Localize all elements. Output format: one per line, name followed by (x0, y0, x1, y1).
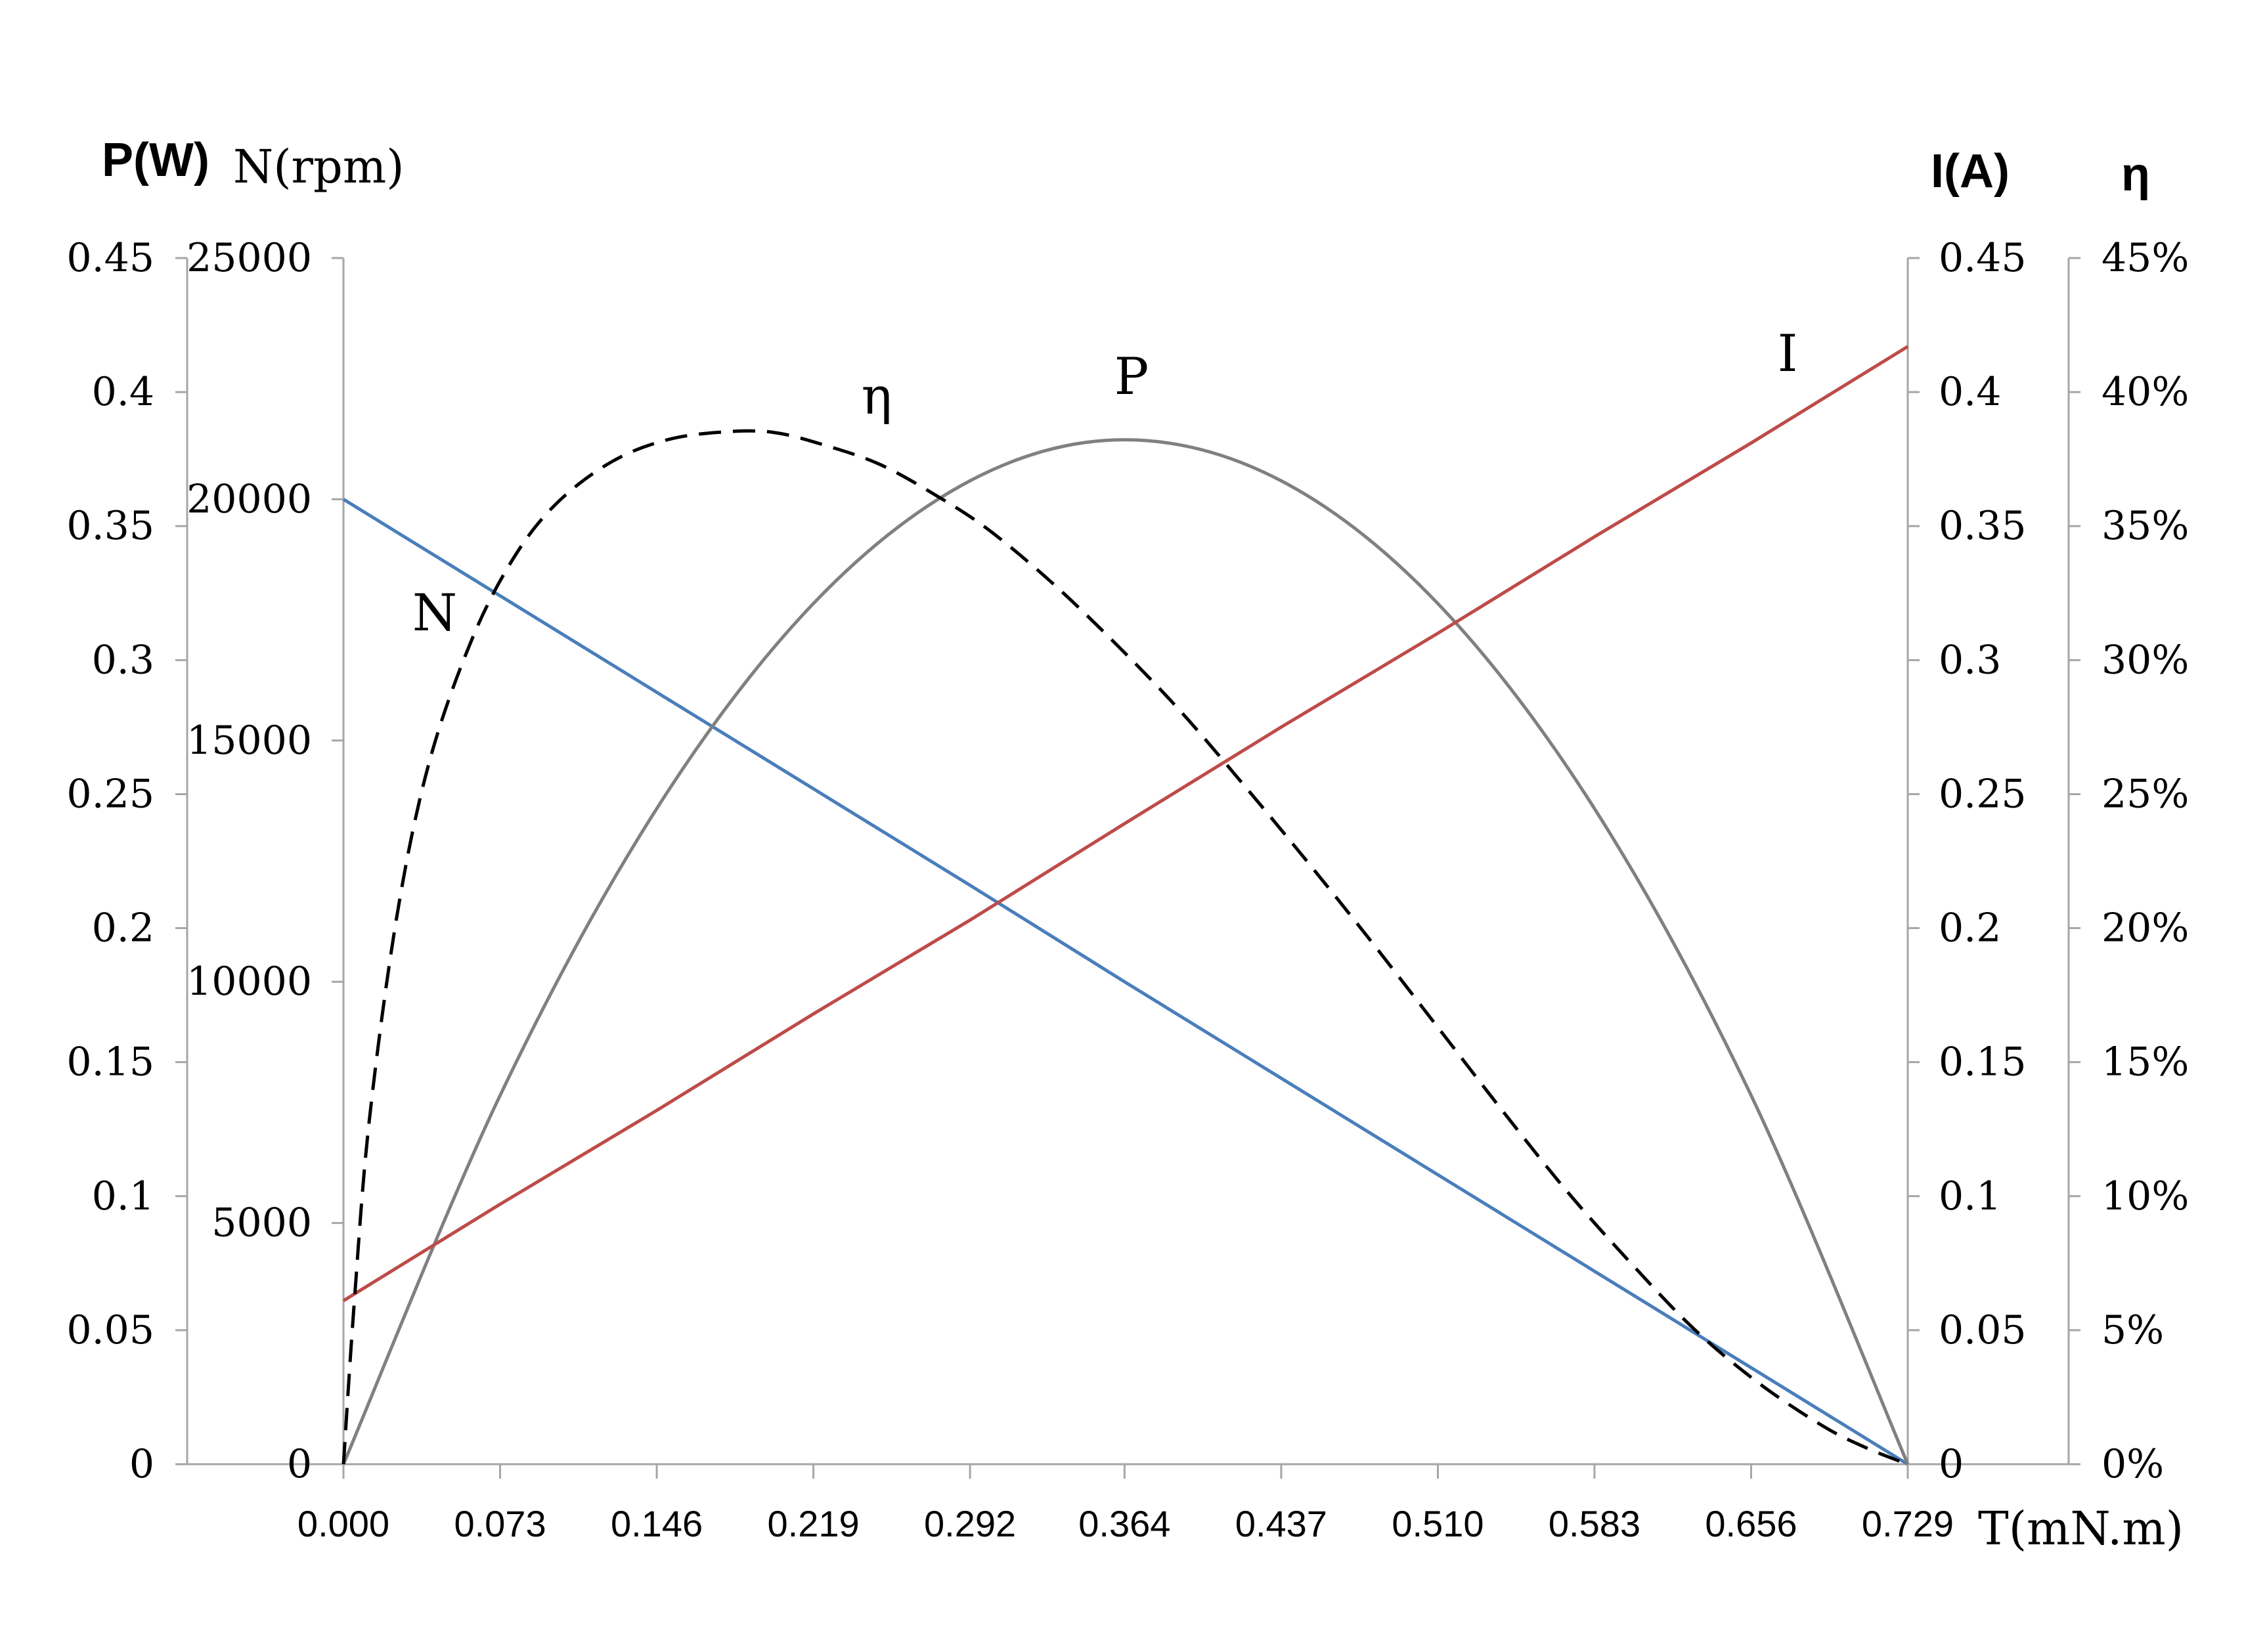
current-tick-label: 0.2 (1939, 905, 2001, 951)
x-tick-label: 0.656 (1705, 1503, 1797, 1544)
current-tick-label: 0.3 (1939, 637, 2001, 683)
curve-label-i: I (1778, 324, 1798, 383)
current-tick-label: 0.25 (1939, 771, 2027, 817)
x-tick-label: 0.510 (1392, 1503, 1484, 1544)
x-tick-label: 0.219 (768, 1503, 860, 1544)
power-tick-label: 0.05 (66, 1307, 154, 1353)
speed-tick-label: 20000 (187, 476, 312, 522)
current-tick-label: 0.4 (1939, 369, 2001, 415)
efficiency-tick-label: 30% (2101, 637, 2189, 683)
power-tick-label: 0 (129, 1441, 154, 1487)
x-tick-label: 0.364 (1078, 1503, 1170, 1544)
power-tick-label: 0.15 (66, 1039, 154, 1085)
curve-label-p: P (1114, 347, 1149, 406)
x-tick-label: 0.437 (1235, 1503, 1327, 1544)
power-tick-label: 0.1 (92, 1173, 154, 1219)
efficiency-tick-label: 45% (2101, 235, 2189, 281)
chart-labels: P(W) N(rpm) I(A) η T(mN.m) Nη P I (102, 134, 2184, 1555)
speed-axis-title: N(rpm) (233, 140, 405, 194)
power-tick-label: 0.35 (66, 503, 154, 549)
current-tick-label: 0.45 (1939, 235, 2027, 281)
speed-tick-label: 5000 (211, 1200, 312, 1246)
power-tick-label: 0.2 (92, 905, 154, 951)
current-tick-label: 0.15 (1939, 1039, 2027, 1085)
speed-tick-label: 10000 (187, 959, 312, 1005)
speed-tick-label: 25000 (187, 235, 312, 281)
current-axis-title: I(A) (1931, 145, 2010, 198)
curve-label-efficiency: η (862, 367, 892, 426)
current-tick-label: 0.35 (1939, 503, 2027, 549)
efficiency-tick-label: 40% (2101, 369, 2189, 415)
efficiency-tick-label: 0% (2101, 1441, 2164, 1487)
series-line-n (342, 498, 1909, 1466)
current-tick-label: 0.05 (1939, 1307, 2027, 1353)
current-tick-label: 0 (1939, 1441, 1964, 1487)
efficiency-tick-label: 10% (2101, 1173, 2189, 1219)
power-tick-label: 0.25 (66, 771, 154, 817)
x-tick-label: 0.292 (924, 1503, 1016, 1544)
x-axis-title: T(mN.m) (1978, 1502, 2184, 1555)
power-tick-label: 0.3 (92, 637, 154, 683)
power-tick-label: 0.45 (66, 235, 154, 281)
series-lines (341, 345, 1910, 1466)
current-tick-label: 0.1 (1939, 1173, 2001, 1219)
series-line-i (342, 345, 1909, 1303)
speed-tick-label: 15000 (187, 718, 312, 764)
x-tick-label: 0.583 (1549, 1503, 1640, 1544)
x-tick-label: 0.729 (1862, 1503, 1954, 1544)
series-line-p (341, 438, 1910, 1465)
efficiency-tick-label: 35% (2101, 503, 2189, 549)
efficiency-tick-label: 5% (2101, 1307, 2164, 1353)
series-line-efficiency (341, 429, 1908, 1466)
x-tick-label: 0.146 (611, 1503, 703, 1544)
power-axis-title: P(W) (102, 134, 209, 186)
speed-tick-label: 0 (287, 1441, 312, 1487)
axes: 0 0.05 0.1 0.15 0.2 0.25 0.3 0.35 0.4 0.45 0 5000 10… (66, 235, 2189, 1544)
curve-label-n: N (412, 584, 457, 643)
power-tick-label: 0.4 (92, 369, 154, 415)
x-tick-label: 0.000 (297, 1503, 389, 1544)
efficiency-tick-label: 25% (2101, 771, 2189, 817)
efficiency-tick-label: 20% (2101, 905, 2189, 951)
efficiency-tick-label: 15% (2101, 1039, 2189, 1085)
x-tick-label: 0.073 (454, 1503, 546, 1544)
efficiency-axis-title: η (2121, 148, 2150, 201)
